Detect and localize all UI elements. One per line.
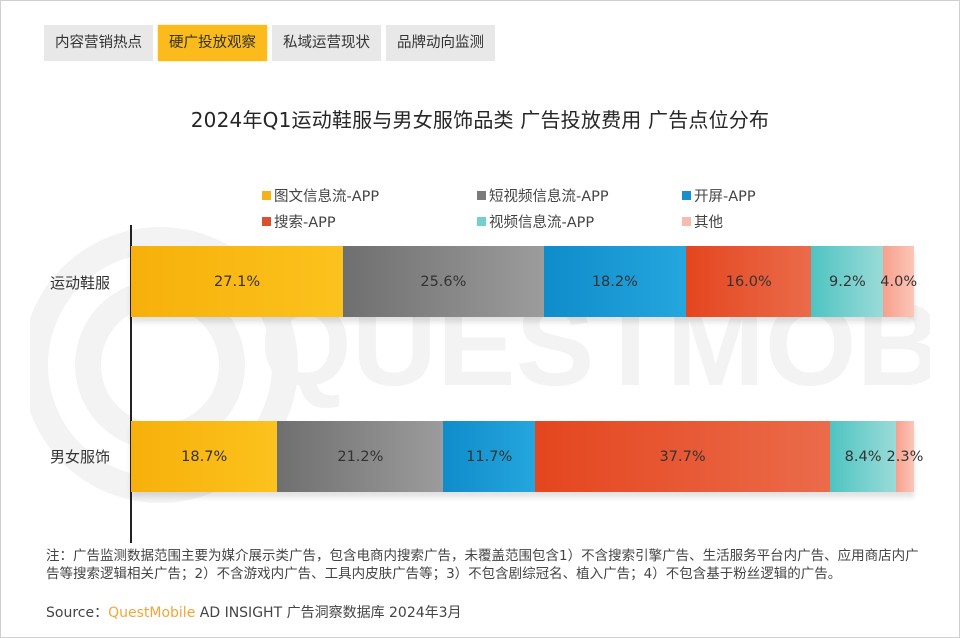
legend-item-short-video-feed: 短视频信息流-APP (477, 185, 682, 206)
stacked-bar-apparel: 18.7% 21.2% 11.7% 37.7% 8.4% 2.3% (131, 421, 923, 492)
source-brand: QuestMobile (108, 605, 196, 621)
source-text: AD INSIGHT 广告洞察数据库 2024年3月 (195, 605, 462, 621)
legend-label: 图文信息流-APP (274, 188, 380, 205)
legend-swatch-icon (262, 216, 271, 226)
bar-segment-other: 4.0% (880, 246, 917, 317)
tab-content-marketing[interactable]: 内容营销热点 (44, 25, 153, 61)
legend-row: 搜索-APP 视频信息流-APP 其他 (262, 208, 822, 234)
bar-segment-video-feed: 9.2% (811, 246, 884, 317)
source-line: Source：QuestMobile AD INSIGHT 广告洞察数据库 20… (46, 602, 462, 622)
y-axis-line (130, 225, 132, 543)
bar-segment-search: 37.7% (535, 421, 831, 492)
legend-item-splash: 开屏-APP (682, 185, 756, 206)
bar-segment-other: 2.3% (887, 421, 923, 492)
legend-label: 搜索-APP (274, 214, 336, 231)
legend-swatch-icon (682, 216, 691, 226)
legend-item-feed-image: 图文信息流-APP (262, 185, 477, 206)
chart-title: 2024年Q1运动鞋服与男女服饰品类 广告投放费用 广告点位分布 (190, 108, 770, 132)
legend-label: 视频信息流-APP (489, 214, 595, 231)
bar-segment-feed-image: 18.7% (131, 421, 278, 492)
footnote: 注：广告监测数据范围主要为媒介展示类广告，包含电商内搜索广告，未覆盖范围包含1）… (46, 548, 919, 582)
legend-item-other: 其他 (682, 211, 723, 232)
legend-swatch-icon (477, 216, 486, 226)
tab-brand-trends[interactable]: 品牌动向监测 (386, 25, 495, 61)
bar-segment-video-feed: 8.4% (830, 421, 896, 492)
legend-swatch-icon (262, 190, 271, 200)
legend-row: 图文信息流-APP 短视频信息流-APP 开屏-APP (262, 182, 822, 208)
tab-private-domain[interactable]: 私域运营现状 (272, 25, 381, 61)
legend-item-search: 搜索-APP (262, 211, 477, 232)
bar-segment-feed-image: 27.1% (131, 246, 344, 317)
legend-label: 短视频信息流-APP (489, 188, 609, 205)
source-prefix: Source： (46, 605, 109, 621)
legend-swatch-icon (477, 190, 486, 200)
bar-segment-search: 16.0% (686, 246, 812, 317)
tab-hard-ads[interactable]: 硬广投放观察 (158, 25, 267, 61)
legend-swatch-icon (682, 190, 691, 200)
bar-segment-short-video-feed: 21.2% (277, 421, 444, 492)
category-label-apparel: 男女服饰 (50, 448, 111, 466)
bar-segment-splash: 11.7% (443, 421, 535, 492)
legend-label: 开屏-APP (694, 188, 756, 205)
legend-item-video-feed: 视频信息流-APP (477, 211, 682, 232)
legend-label: 其他 (694, 214, 723, 231)
bar-segment-short-video-feed: 25.6% (343, 246, 544, 317)
bar-segment-splash: 18.2% (543, 246, 687, 317)
stacked-bar-sportswear: 27.1% 25.6% 18.2% 16.0% 9.2% 4.0% (131, 246, 917, 317)
chart-legend: 图文信息流-APP 短视频信息流-APP 开屏-APP 搜索-APP 视频信息流… (262, 182, 822, 234)
category-label-sportswear: 运动鞋服 (50, 274, 111, 292)
tab-bar: 内容营销热点 硬广投放观察 私域运营现状 品牌动向监测 (44, 25, 495, 61)
